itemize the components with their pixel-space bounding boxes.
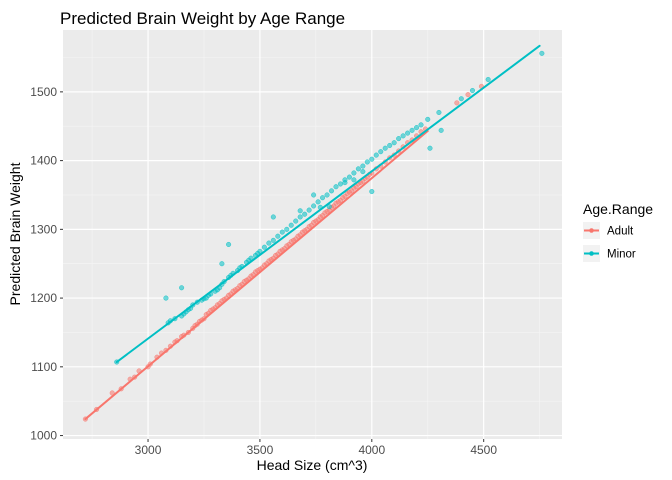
data-point-minor [414, 125, 420, 131]
data-point-minor [485, 76, 491, 83]
y-axis: 1000 1100 1200 1300 1400 1500 [30, 85, 63, 443]
y-tick-label: 1200 [30, 291, 57, 305]
data-point-minor [306, 207, 312, 213]
legend-title: Age.Range [583, 201, 653, 217]
data-point-minor [270, 214, 276, 220]
data-point-minor [275, 233, 281, 239]
data-point-minor [355, 166, 361, 172]
data-point-minor [179, 285, 185, 291]
grid-minor [63, 30, 562, 439]
data-point-adult [465, 92, 471, 98]
data-point-adult [454, 100, 460, 106]
data-point-minor [400, 133, 406, 139]
data-point-minor [293, 218, 299, 224]
data-point-minor [438, 127, 444, 133]
data-point-minor [226, 241, 232, 248]
data-point-minor [391, 140, 397, 146]
x-tick-label: 3000 [135, 443, 162, 457]
data-point-minor [261, 244, 267, 250]
data-point-minor [469, 87, 476, 94]
legend-label-adult: Adult [607, 226, 634, 238]
x-axis-title: Head Size (cm^3) [257, 457, 368, 473]
data-point-minor [326, 204, 332, 210]
y-tick-label: 1100 [31, 360, 57, 374]
data-point-minor [311, 203, 317, 209]
data-point-minor [427, 145, 433, 151]
data-point-minor [418, 122, 424, 128]
data-point-minor [396, 136, 402, 142]
fit-lines [84, 44, 541, 421]
data-point-minor [539, 50, 545, 56]
data-point-minor [219, 261, 225, 267]
data-point-minor [297, 214, 303, 220]
data-point-minor [436, 109, 442, 116]
y-tick-label: 1300 [30, 222, 57, 236]
data-point-minor [373, 152, 379, 158]
data-point-minor [405, 130, 411, 136]
data-point-minor [315, 199, 321, 205]
data-point-minor [163, 295, 169, 301]
data-point-minor [324, 192, 330, 198]
data-point-minor [311, 192, 317, 198]
data-point-minor [346, 174, 352, 180]
data-point-minor [364, 159, 370, 165]
grid-major [63, 30, 562, 439]
data-point-minor [284, 226, 290, 232]
data-point-minor [333, 184, 339, 190]
data-point-minor [387, 142, 393, 149]
plot-panel [63, 30, 562, 439]
data-point-minor [266, 240, 272, 246]
data-point-minor [270, 237, 276, 243]
y-axis-title: Predicted Brain Weight [7, 162, 23, 305]
legend-key-point [589, 251, 594, 256]
fit-line-adult [84, 130, 429, 421]
data-point-minor [257, 248, 263, 254]
legend: Age.Range Adult Minor [583, 201, 653, 262]
data-point-minor [378, 149, 384, 155]
data-point-minor [369, 156, 375, 162]
data-point-minor [458, 96, 464, 102]
data-point-minor [328, 188, 335, 194]
data-point-minor [425, 116, 431, 122]
data-point-minor [320, 195, 326, 201]
x-axis: 3000 3500 4000 4500 [135, 439, 497, 457]
data-point-minor [409, 127, 415, 133]
data-point-minor [279, 229, 285, 235]
data-point-minor [351, 177, 357, 183]
data-point-minor [351, 170, 357, 176]
data-point-minor [360, 163, 366, 169]
y-tick-label: 1400 [30, 154, 57, 168]
data-point-minor [288, 222, 294, 228]
data-point-minor [297, 208, 303, 214]
data-point-minor [369, 188, 375, 195]
chart-title: Predicted Brain Weight by Age Range [60, 9, 345, 28]
x-tick-label: 3500 [247, 443, 274, 457]
data-point-minor [337, 181, 344, 187]
x-tick-label: 4500 [470, 443, 497, 457]
data-point-minor [302, 211, 308, 217]
fit-line-minor [115, 44, 541, 364]
data-point-minor [382, 145, 388, 151]
y-tick-label: 1500 [30, 85, 57, 99]
y-tick-label: 1000 [30, 429, 57, 443]
data-point-minor [342, 180, 348, 186]
legend-key-point [589, 228, 594, 233]
data-point-minor [360, 169, 366, 175]
legend-label-minor: Minor [607, 249, 636, 261]
x-tick-label: 4000 [358, 443, 385, 457]
